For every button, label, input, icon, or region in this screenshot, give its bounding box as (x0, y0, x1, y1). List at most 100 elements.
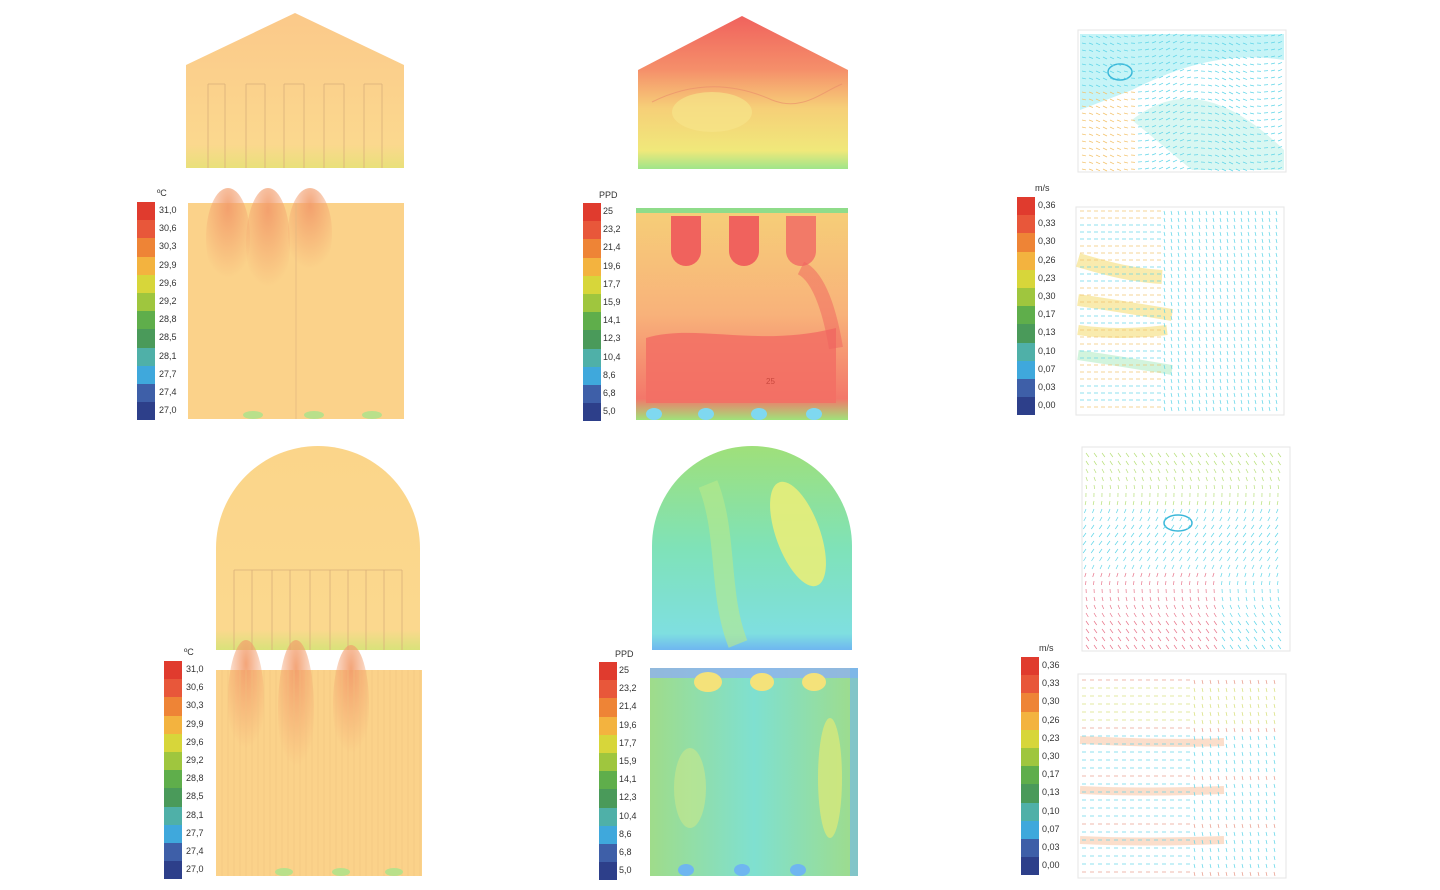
velocity-arrow (1257, 711, 1260, 717)
velocity-arrow (1205, 287, 1208, 293)
velocity-arrow (1245, 580, 1247, 586)
velocity-arrow (1088, 77, 1094, 80)
velocity-arrow (1095, 154, 1101, 158)
velocity-arrow (1186, 532, 1191, 538)
velocity-arrow (1226, 392, 1229, 398)
velocity-arrow (1081, 140, 1087, 143)
velocity-arrow (1265, 727, 1268, 733)
velocity-arrow (1275, 357, 1278, 363)
velocity-arrow (1254, 371, 1257, 377)
velocity-arrow (1261, 484, 1264, 490)
velocity-arrow (1099, 524, 1103, 530)
velocity-arrow (1217, 783, 1220, 789)
velocity-arrow (1229, 596, 1232, 602)
velocity-arrow (1247, 329, 1250, 335)
velocity-arrow (1229, 604, 1233, 610)
velocity-arrow (1108, 508, 1111, 514)
velocity-arrow (1158, 68, 1164, 72)
velocity-arrow (1212, 500, 1215, 506)
velocity-arrow (1268, 371, 1271, 377)
velocity-arrow (1191, 350, 1194, 356)
velocity-arrow (1088, 112, 1094, 115)
velocity-arrow (1122, 532, 1127, 538)
velocity-arrow (1151, 153, 1157, 156)
legend-swatch (1021, 802, 1039, 821)
velocity-arrow (1253, 596, 1256, 602)
velocity-arrow (1102, 70, 1108, 74)
velocity-arrow (1186, 139, 1192, 142)
velocity-arrow (1269, 476, 1272, 482)
velocity-arrow (1194, 532, 1199, 538)
velocity-arrow (1116, 63, 1122, 66)
legend-tick-label: 17,7 (603, 278, 621, 289)
velocity-arrow (1148, 508, 1151, 514)
velocity-arrow (1219, 231, 1222, 237)
velocity-arrow (1219, 406, 1222, 412)
velocity-arrow (1125, 644, 1130, 650)
velocity-arrow (1141, 468, 1145, 474)
velocity-arrow (1233, 280, 1236, 286)
velocity-arrow (1163, 294, 1166, 300)
velocity-arrow (1184, 287, 1187, 293)
velocity-arrow (1109, 112, 1115, 116)
velocity-arrow (1253, 644, 1258, 650)
velocity-arrow (1226, 385, 1229, 391)
velocity-arrow (1184, 224, 1187, 230)
velocity-arrow (1233, 287, 1236, 293)
velocity-arrow (1226, 532, 1231, 538)
velocity-arrow (1205, 343, 1208, 349)
velocity-arrow (1212, 399, 1215, 405)
velocity-arrow (1205, 644, 1210, 650)
velocity-arrow (1201, 847, 1204, 853)
velocity-arrow (1265, 679, 1268, 685)
velocity-arrow (1214, 154, 1220, 157)
velocity-arrow (1102, 77, 1108, 81)
velocity-arrow (1226, 280, 1229, 286)
velocity-arrow (1173, 636, 1178, 642)
velocity-arrow (1088, 98, 1094, 101)
velocity-arrow (1254, 385, 1257, 391)
velocity-arrow (1201, 863, 1204, 869)
velocity-arrow (1173, 604, 1177, 610)
legend-swatch (583, 293, 601, 313)
velocity-arrow (1273, 831, 1276, 837)
velocity-arrow (1149, 468, 1153, 474)
legend-tick-label: 14,1 (603, 315, 621, 326)
velocity-arrow (1270, 41, 1276, 44)
velocity-arrow (1099, 564, 1103, 570)
velocity-arrow (1179, 83, 1185, 86)
velocity-arrow (1225, 711, 1228, 717)
legend-color-bar (599, 662, 617, 881)
velocity-arrow (1219, 524, 1223, 530)
velocity-arrow (1186, 41, 1192, 44)
velocity-arrow (1261, 620, 1266, 626)
velocity-arrow (1179, 55, 1185, 58)
velocity-arrow (1249, 871, 1252, 877)
velocity-arrow (1260, 500, 1263, 506)
velocity-arrow (1226, 259, 1229, 265)
velocity-arrow (1170, 245, 1173, 251)
velocity-arrow (1217, 695, 1220, 701)
velocity-arrow (1158, 145, 1164, 149)
legend-swatch (583, 312, 601, 331)
velocity-arrow (1268, 350, 1271, 356)
velocity-arrow (1088, 70, 1094, 73)
velocity-arrow (1109, 161, 1115, 165)
velocity-arrow (1189, 596, 1192, 602)
velocity-arrow (1275, 378, 1278, 384)
velocity-arrow (1144, 83, 1150, 86)
velocity-arrow (1198, 231, 1201, 237)
velocity-arrow (1209, 767, 1212, 773)
velocity-arrow (1213, 620, 1218, 626)
velocity-arrow (1275, 287, 1278, 293)
legend-tick-label: 15,9 (619, 756, 637, 766)
velocity-arrow (1088, 140, 1094, 143)
legend-tick-label: 19,6 (603, 260, 621, 271)
velocity-arrow (1235, 119, 1241, 123)
velocity-arrow (1171, 564, 1175, 570)
velocity-arrow (1149, 596, 1152, 602)
velocity-arrow (1151, 55, 1157, 58)
velocity-arrow (1195, 516, 1199, 522)
velocity-arrow (1254, 217, 1257, 223)
velocity-arrow (1187, 556, 1191, 562)
